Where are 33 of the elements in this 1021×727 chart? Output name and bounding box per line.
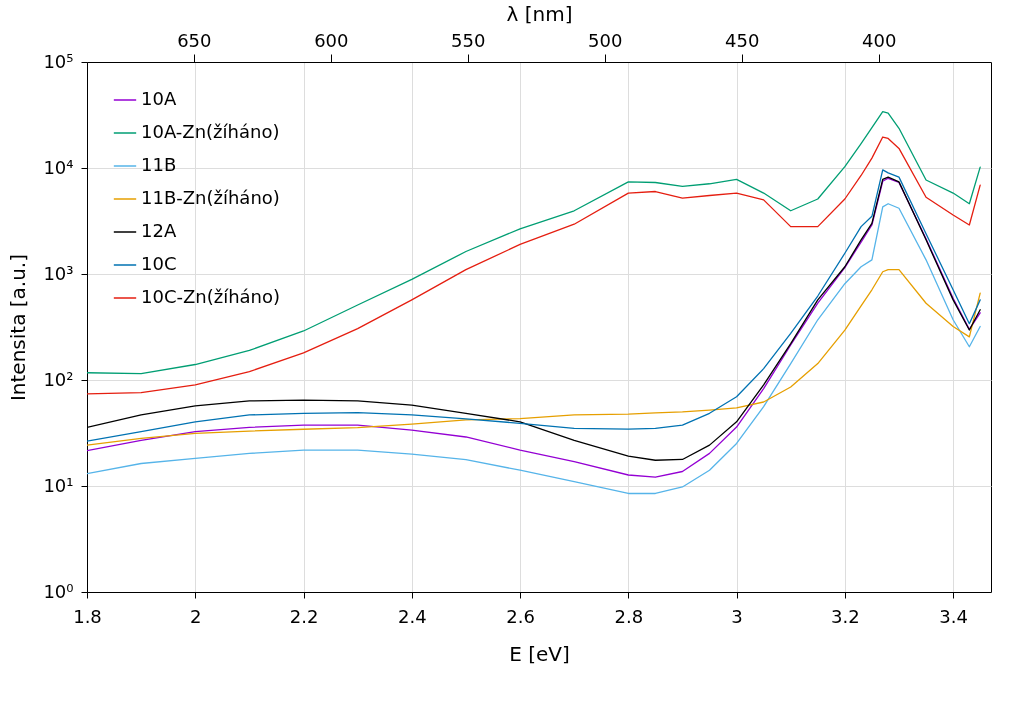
legend-label: 10A-Zn(žíháno) [141, 121, 280, 142]
x-axis-title: E [eV] [509, 641, 570, 666]
x2-tick-label: 650 [177, 29, 212, 51]
x-tick-label: 2 [190, 605, 202, 627]
legend-label: 11B [141, 154, 177, 175]
x2-tick-label: 550 [451, 29, 486, 51]
y-tick-label: 10⁵ [43, 50, 74, 72]
x-tick-label: 2.2 [289, 605, 319, 627]
x-tick-label: 3.4 [939, 605, 968, 627]
legend-label: 10A [141, 88, 177, 109]
x-tick-label: 1.8 [73, 605, 102, 627]
x2-tick-label: 450 [725, 29, 760, 51]
x-tick-label: 2.6 [506, 605, 535, 627]
x-tick-label: 3.2 [831, 605, 860, 627]
legend-label: 10C-Zn(žíháno) [141, 286, 281, 307]
x2-axis-title: λ [nm] [506, 1, 573, 26]
legend-label: 11B-Zn(žíháno) [141, 187, 280, 208]
y-tick-label: 10⁴ [43, 156, 74, 178]
y-tick-label: 10³ [43, 262, 74, 284]
x-tick-label: 2.4 [397, 605, 427, 627]
x-tick-label: 2.8 [614, 605, 644, 627]
legend-label: 12A [141, 220, 177, 241]
x2-tick-label: 600 [314, 29, 349, 51]
y-tick-label: 10¹ [43, 474, 74, 496]
line-series [87, 268, 981, 446]
x-tick-label: 3 [731, 605, 743, 627]
x2-tick-label: 500 [588, 29, 623, 51]
y-tick-label: 10⁰ [43, 580, 74, 602]
y-tick-label: 10² [43, 368, 74, 390]
y-axis-title: Intensita [a.u.] [6, 253, 31, 402]
x2-tick-label: 400 [862, 29, 897, 51]
legend-label: 10C [141, 253, 177, 274]
line-series [87, 111, 981, 375]
